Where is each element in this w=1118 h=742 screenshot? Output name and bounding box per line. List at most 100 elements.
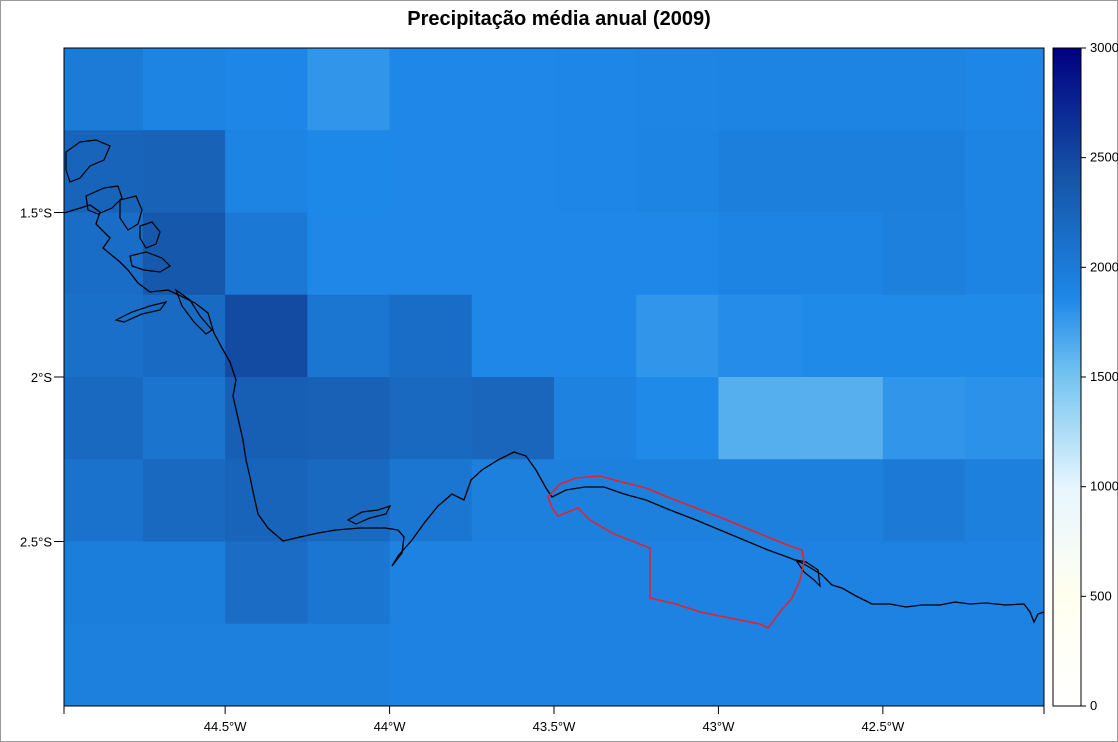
grid-cell bbox=[554, 294, 637, 378]
legend-tick-label: 0 bbox=[1090, 698, 1097, 713]
grid-cell bbox=[554, 623, 637, 706]
grid-cell bbox=[142, 541, 226, 625]
grid-cell bbox=[225, 459, 308, 542]
coastline bbox=[64, 204, 1044, 624]
grid-cell bbox=[142, 130, 226, 213]
grid-cell bbox=[307, 48, 391, 131]
grid-cell bbox=[554, 541, 637, 625]
grid-cell bbox=[800, 294, 884, 378]
grid-cell bbox=[554, 48, 637, 131]
grid-cell bbox=[965, 294, 1044, 378]
grid-cell bbox=[965, 541, 1044, 625]
grid-cell bbox=[471, 623, 555, 706]
grid-cell bbox=[307, 212, 391, 296]
grid-cell bbox=[800, 377, 884, 460]
legend-tick-label: 3000 bbox=[1090, 40, 1118, 55]
grid-cell bbox=[225, 294, 308, 378]
grid-cell bbox=[471, 212, 555, 296]
grid-cell bbox=[965, 459, 1044, 542]
grid-cell bbox=[389, 212, 473, 296]
grid-cell bbox=[389, 130, 473, 213]
island-8 bbox=[346, 504, 392, 525]
grid-cell bbox=[142, 459, 226, 542]
grid-cell bbox=[636, 48, 719, 131]
grid-cell bbox=[471, 541, 555, 625]
color-legend-ticks: 0 500 1000 1500 2000 2500 3000 bbox=[1081, 40, 1118, 713]
grid-cell bbox=[965, 623, 1044, 706]
grid-cell bbox=[225, 212, 308, 296]
x-tick-label: 44°W bbox=[374, 719, 407, 734]
grid-cell bbox=[800, 623, 884, 706]
grid-cell bbox=[800, 459, 884, 542]
grid-cell bbox=[718, 212, 802, 296]
grid-cell bbox=[882, 212, 966, 296]
grid-cell bbox=[307, 541, 391, 625]
grid-cell bbox=[554, 212, 637, 296]
grid-cell bbox=[471, 377, 555, 460]
y-axis: 1.5°S 2°S 2.5°S bbox=[20, 206, 64, 550]
grid-cell bbox=[800, 48, 884, 131]
grid-cell bbox=[389, 459, 473, 542]
y-tick-label: 2°S bbox=[31, 370, 52, 385]
island-6 bbox=[114, 301, 168, 323]
grid-cell bbox=[142, 623, 226, 706]
precipitation-grid bbox=[64, 48, 1044, 706]
grid-cell bbox=[142, 294, 226, 378]
island-2 bbox=[85, 185, 123, 215]
grid-cell bbox=[225, 541, 308, 625]
grid-cell bbox=[882, 377, 966, 460]
island-1 bbox=[65, 139, 111, 183]
grid-cell bbox=[142, 377, 226, 460]
legend-tick-label: 500 bbox=[1090, 588, 1112, 603]
grid-cell bbox=[64, 623, 144, 706]
legend-tick-label: 2000 bbox=[1090, 259, 1118, 274]
grid-cell bbox=[307, 377, 391, 460]
grid-cell bbox=[142, 48, 226, 131]
grid-cell bbox=[718, 48, 802, 131]
grid-cell bbox=[554, 130, 637, 213]
grid-cell bbox=[636, 377, 719, 460]
x-tick-label: 44.5°W bbox=[204, 719, 248, 734]
grid-cell bbox=[225, 623, 308, 706]
grid-cell bbox=[800, 130, 884, 213]
grid-cell bbox=[718, 377, 802, 460]
grid-cell bbox=[718, 623, 802, 706]
grid-cell bbox=[142, 212, 226, 296]
grid-cell bbox=[636, 294, 719, 378]
legend-tick-label: 1000 bbox=[1090, 479, 1118, 494]
grid-cell bbox=[64, 541, 144, 625]
grid-cell bbox=[307, 130, 391, 213]
grid-cell bbox=[882, 130, 966, 213]
grid-cell bbox=[718, 294, 802, 378]
grid-cell bbox=[636, 212, 719, 296]
grid-cell bbox=[965, 48, 1044, 131]
x-tick-label: 43.5°W bbox=[533, 719, 577, 734]
grid-cell bbox=[882, 623, 966, 706]
grid-cell bbox=[882, 459, 966, 542]
grid-cell bbox=[225, 48, 308, 131]
grid-cell bbox=[965, 130, 1044, 213]
grid-cell bbox=[225, 130, 308, 213]
grid-cell bbox=[800, 212, 884, 296]
grid-cell bbox=[636, 623, 719, 706]
grid-cell bbox=[389, 48, 473, 131]
grid-cell bbox=[64, 48, 144, 131]
color-legend-bar bbox=[1052, 47, 1082, 707]
island-9 bbox=[794, 559, 821, 588]
protected-area-boundary bbox=[547, 475, 805, 629]
grid-cell bbox=[64, 212, 144, 296]
grid-cell bbox=[882, 294, 966, 378]
grid-cell bbox=[554, 377, 637, 460]
grid-cell bbox=[718, 130, 802, 213]
grid-cell bbox=[471, 294, 555, 378]
grid-cell bbox=[554, 459, 637, 542]
y-tick-label: 1.5°S bbox=[20, 206, 52, 221]
grid-cell bbox=[718, 541, 802, 625]
grid-cell bbox=[718, 459, 802, 542]
grid-cell bbox=[64, 377, 144, 460]
grid-cell bbox=[307, 294, 391, 378]
grid-cell bbox=[389, 623, 473, 706]
grid-cell bbox=[965, 377, 1044, 460]
grid-cell bbox=[389, 541, 473, 625]
grid-cell bbox=[636, 130, 719, 213]
